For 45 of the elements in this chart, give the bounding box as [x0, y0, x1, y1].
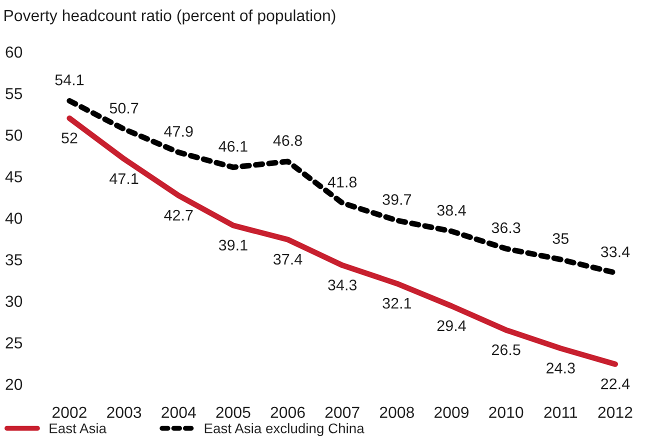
y-tick-label: 60: [6, 46, 22, 58]
data-label: 46.8: [273, 135, 302, 146]
data-label: 41.8: [328, 176, 357, 188]
data-label: 33.4: [600, 246, 630, 258]
data-label: 54.1: [55, 74, 84, 86]
data-label: 47.9: [164, 126, 193, 137]
data-label: 26.5: [492, 344, 520, 356]
data-label: 37.4: [273, 254, 302, 265]
data-label: 52: [62, 132, 78, 144]
data-label: 29.4: [437, 320, 466, 332]
data-label: 47.1: [110, 173, 138, 184]
data-label: 39.7: [382, 194, 412, 205]
data-label: 36.3: [492, 222, 520, 234]
data-label: 46.1: [218, 140, 248, 152]
data-label: 32.1: [382, 298, 412, 309]
data-label: 42.7: [164, 210, 193, 220]
x-tick-label: 2012: [598, 406, 632, 418]
data-label: 24.3: [546, 362, 575, 374]
data-label: 35: [552, 233, 569, 244]
x-tick-label: 2006: [270, 406, 305, 418]
x-tick-label: 2011: [544, 406, 578, 418]
y-tick-label: 30: [6, 296, 22, 307]
x-tick-label: 2007: [325, 406, 360, 418]
data-label: 38.4: [437, 204, 466, 216]
y-tick-label: 45: [5, 171, 22, 182]
chart-title: Poverty headcount ratio (percent of population): [4, 9, 336, 24]
data-label: 39.1: [218, 240, 248, 251]
y-tick-label: 55: [6, 88, 22, 100]
y-tick-label: 40: [5, 212, 22, 224]
x-tick-label: 2009: [434, 406, 469, 418]
y-tick-label: 50: [6, 130, 22, 141]
data-label: 34.3: [328, 280, 357, 290]
x-tick-label: 2004: [162, 406, 196, 418]
y-tick-label: 25: [6, 337, 22, 348]
data-label: 50.7: [110, 102, 138, 114]
y-tick-label: 20: [6, 378, 22, 390]
x-tick-label: 2010: [489, 406, 524, 418]
x-tick-label: 2005: [216, 406, 250, 418]
y-tick-label: 35: [6, 254, 22, 266]
x-tick-label: 2003: [107, 406, 142, 418]
data-label: 22.4: [601, 378, 630, 390]
x-tick-label: 2002: [52, 406, 86, 418]
legend-label: East Asia: [50, 423, 107, 434]
x-tick-label: 2008: [380, 406, 414, 418]
legend-label: East Asia excluding China: [204, 423, 364, 436]
